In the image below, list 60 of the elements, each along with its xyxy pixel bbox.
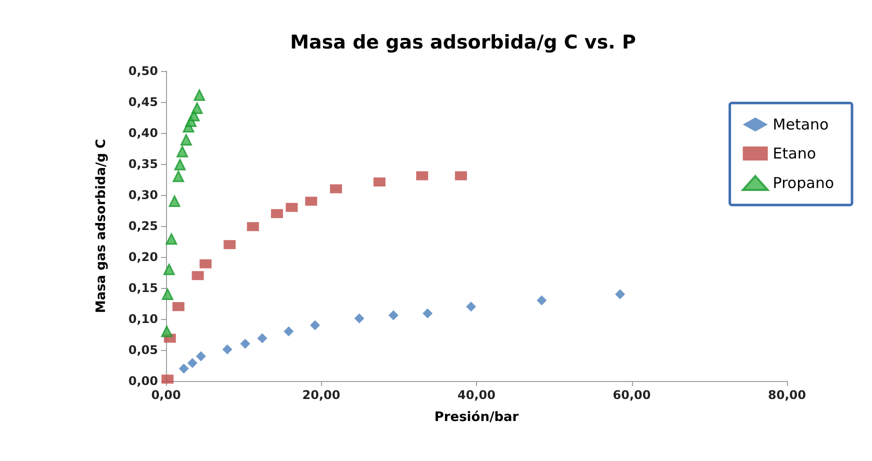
- point: [166, 233, 178, 245]
- y-tick-label: 0,45: [128, 95, 158, 109]
- x-tick-label: 80,00: [768, 388, 806, 402]
- point: [162, 288, 174, 300]
- legend-label: Etano: [772, 144, 816, 162]
- x-tick-label: 0,00: [151, 388, 181, 402]
- point: [284, 326, 294, 336]
- y-tick-label: 0,05: [128, 343, 158, 357]
- y-tick-label: 0,40: [128, 126, 158, 140]
- point: [310, 320, 320, 330]
- point: [466, 302, 476, 312]
- point: [246, 222, 259, 232]
- point: [240, 338, 250, 349]
- point: [422, 308, 433, 318]
- legend-label: Propano: [772, 174, 834, 192]
- point: [330, 184, 342, 194]
- point: [174, 158, 186, 170]
- point: [373, 177, 386, 186]
- y-tick-label: 0,00: [128, 374, 158, 388]
- point: [191, 102, 203, 114]
- point: [162, 374, 174, 384]
- point: [176, 146, 188, 158]
- point: [161, 326, 173, 338]
- point: [200, 259, 212, 268]
- y-tick-label: 0,25: [128, 219, 158, 233]
- point: [192, 271, 204, 280]
- point: [224, 240, 236, 250]
- point: [286, 202, 298, 212]
- point: [454, 171, 467, 180]
- point: [194, 89, 206, 101]
- point: [222, 344, 232, 354]
- point: [178, 364, 189, 374]
- point: [187, 358, 198, 368]
- point: [163, 264, 175, 276]
- y-tick-label: 0,35: [128, 157, 158, 171]
- point: [305, 196, 318, 206]
- x-tick-label: 40,00: [458, 388, 496, 402]
- point: [388, 310, 398, 320]
- point: [257, 333, 268, 344]
- point: [615, 289, 626, 300]
- x-axis-title: Presión/bar: [434, 410, 520, 425]
- point: [536, 295, 547, 306]
- y-tick-label: 0,50: [128, 64, 158, 78]
- point: [172, 170, 184, 182]
- y-tick-label: 0,10: [128, 312, 158, 326]
- point: [271, 209, 284, 218]
- point: [180, 134, 192, 146]
- point: [168, 195, 180, 207]
- y-axis-title: Masa gas adsorbida/g C: [94, 138, 109, 314]
- point: [354, 313, 364, 324]
- x-tick-label: 60,00: [612, 388, 651, 402]
- x-tick-label: 20,00: [302, 388, 340, 402]
- chart-title: Masa de gas adsorbida/g C vs. P: [290, 32, 636, 54]
- y-tick-label: 0,30: [128, 188, 158, 202]
- point: [196, 351, 206, 362]
- point: [172, 302, 184, 312]
- legend-label: Metano: [772, 116, 829, 134]
- y-tick-label: 0,15: [128, 281, 158, 295]
- point: [416, 171, 428, 180]
- y-tick-label: 0,20: [128, 250, 158, 264]
